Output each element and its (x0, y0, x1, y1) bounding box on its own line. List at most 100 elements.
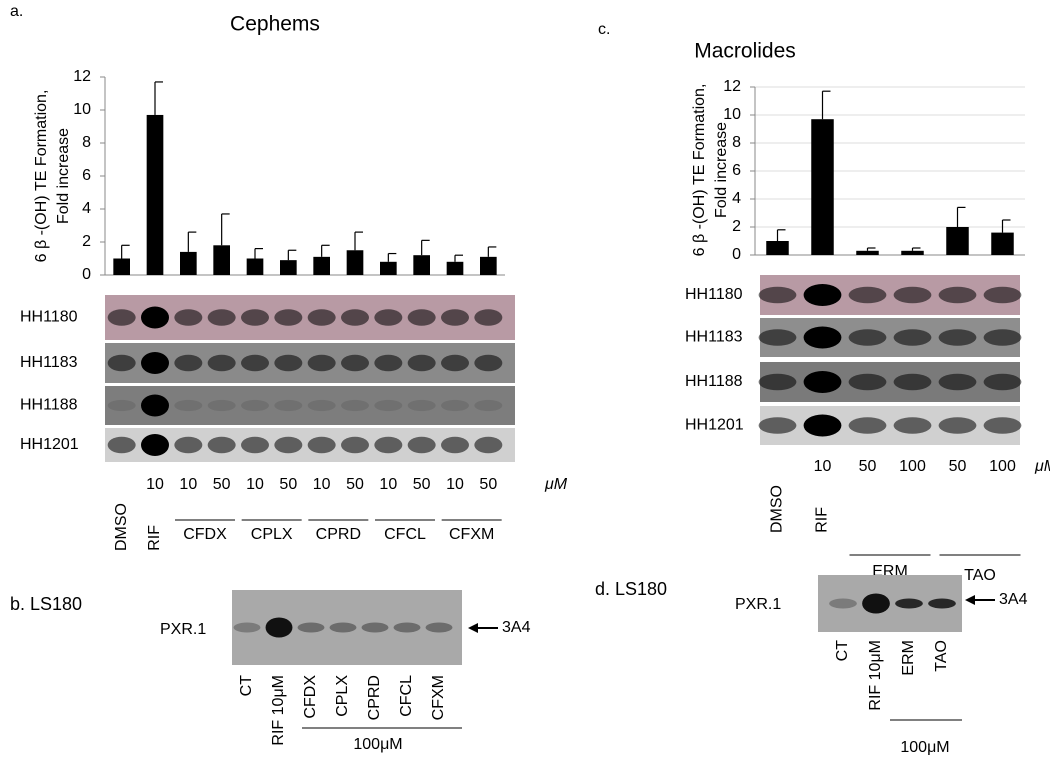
dose-label: 100μM (353, 736, 402, 753)
band (274, 436, 303, 454)
blot-row-label: HH1201 (20, 436, 79, 453)
band (141, 306, 169, 329)
blot-row-label: HH1183 (685, 329, 743, 346)
bar (480, 256, 497, 275)
band (329, 622, 357, 633)
dose-label: 100 (989, 458, 1016, 475)
unit-label: μM (1034, 458, 1050, 475)
band (374, 354, 403, 372)
band (107, 309, 136, 326)
group-label: CPRD (316, 526, 361, 543)
band (141, 394, 169, 417)
blot-row-label: HH1188 (20, 397, 78, 414)
y-tick-label: 2 (732, 218, 741, 235)
bar (766, 241, 789, 255)
bar (901, 250, 924, 255)
bar (946, 227, 969, 255)
y-tick-label: 8 (82, 134, 91, 151)
lane-label: CPRD (366, 675, 383, 720)
band (241, 399, 269, 412)
band (848, 329, 887, 346)
bar (280, 260, 297, 275)
lane-label: CFCL (398, 675, 415, 717)
band (829, 598, 857, 609)
band (758, 329, 797, 346)
blot-strip (760, 318, 1020, 357)
treatment-label: DMSO (113, 503, 130, 551)
blot-row-label: HH1180 (20, 309, 78, 326)
bar (180, 251, 197, 275)
band (848, 417, 887, 434)
dose-label: 10 (379, 476, 397, 493)
dose-label: 100μM (900, 739, 949, 755)
dose-label: 50 (479, 476, 497, 493)
band (307, 399, 336, 412)
band (361, 622, 389, 633)
blot-row-label: HH1188 (685, 373, 743, 390)
band (938, 329, 977, 346)
y-tick-label: 6 (732, 162, 741, 179)
band (174, 399, 203, 412)
band (241, 436, 269, 454)
dose-label: 100 (899, 458, 926, 475)
band (341, 399, 369, 412)
lane-label: CT (834, 640, 851, 662)
band (374, 436, 403, 454)
y-tick-label: 2 (82, 233, 91, 250)
y-tick-label: 4 (732, 190, 741, 207)
band (758, 417, 797, 434)
band (107, 399, 136, 412)
band (407, 354, 436, 372)
band (441, 399, 469, 412)
group-label: CFCL (384, 526, 426, 543)
band (241, 354, 269, 372)
dose-label: 50 (346, 476, 364, 493)
band (341, 354, 369, 372)
bar (811, 119, 834, 255)
lane-label: RIF 10μM (867, 640, 884, 711)
dose-label: 50 (859, 458, 877, 475)
band-label: 3A4 (502, 619, 531, 636)
band (893, 329, 932, 346)
lane-label: CFXM (430, 675, 447, 720)
treatment-label: RIF (146, 525, 163, 551)
band (107, 354, 136, 372)
y-tick-label: 8 (732, 134, 741, 151)
band (274, 309, 303, 326)
y-tick-label: 4 (82, 200, 91, 217)
blot-strip (760, 275, 1020, 315)
y-axis-label: 6 β -(OH) TE Formation, (33, 90, 50, 263)
panel-label: a. (10, 3, 23, 20)
blot-strip (760, 406, 1020, 445)
dose-label: 50 (949, 458, 967, 475)
lane-label: CT (238, 675, 255, 697)
band (803, 371, 842, 393)
dose-label: 10 (179, 476, 197, 493)
dose-label: 10 (313, 476, 331, 493)
y-axis-label: Fold increase (713, 122, 730, 218)
band (983, 286, 1022, 304)
bar (246, 258, 264, 275)
y-tick-label: 10 (73, 101, 91, 118)
chart-title: Cephems (230, 13, 320, 36)
blot-row-label: HH1201 (685, 417, 744, 434)
dose-label: 50 (413, 476, 431, 493)
y-axis-label: Fold increase (55, 128, 72, 224)
bar (213, 245, 230, 275)
band (307, 354, 336, 372)
band (938, 373, 977, 391)
blot-row-label: PXR.1 (735, 596, 781, 613)
band (141, 352, 169, 374)
blot-row-label: HH1183 (20, 354, 78, 371)
band (207, 399, 236, 412)
y-tick-label: 0 (732, 246, 741, 263)
dose-label: 50 (279, 476, 297, 493)
dose-label: 10 (146, 476, 164, 493)
band (274, 399, 303, 412)
band (862, 593, 890, 614)
y-tick-label: 12 (73, 68, 91, 85)
lane-label: ERM (900, 640, 917, 676)
band (174, 309, 203, 326)
y-tick-label: 6 (82, 167, 91, 184)
